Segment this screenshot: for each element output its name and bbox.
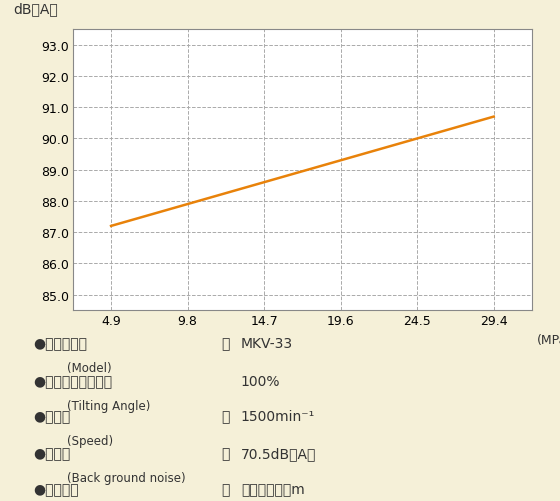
Text: (Speed): (Speed) [67, 434, 113, 447]
Text: 70.5dB（A）: 70.5dB（A） [241, 446, 316, 460]
Text: ：: ： [221, 337, 230, 351]
Text: ：: ： [221, 446, 230, 460]
Text: (Model): (Model) [67, 362, 112, 375]
Text: (Tilting Angle): (Tilting Angle) [67, 399, 151, 412]
Text: ポンプ側面１m: ポンプ側面１m [241, 482, 305, 496]
Text: dB（A）: dB（A） [13, 2, 58, 16]
Text: (Back ground noise): (Back ground noise) [67, 471, 186, 484]
Text: (MPa): (MPa) [536, 333, 560, 346]
Text: ●ポンプ斜板角度：: ●ポンプ斜板角度： [34, 374, 113, 388]
Text: ：: ： [221, 482, 230, 496]
Text: ●ポンプ形式: ●ポンプ形式 [34, 337, 87, 351]
Text: ：: ： [221, 409, 230, 423]
Text: 100%: 100% [241, 374, 281, 388]
Text: MKV-33: MKV-33 [241, 337, 293, 351]
Text: 1500min⁻¹: 1500min⁻¹ [241, 409, 315, 423]
Text: ●回転数: ●回転数 [34, 409, 71, 423]
Text: ●測定位置: ●測定位置 [34, 482, 79, 496]
Text: ●暗騒音: ●暗騒音 [34, 446, 71, 460]
